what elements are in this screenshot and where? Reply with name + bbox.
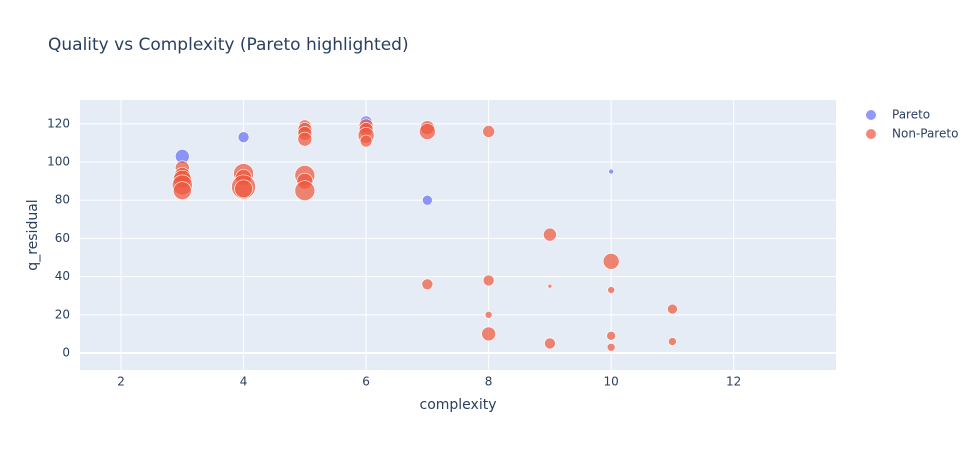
point	[421, 278, 434, 291]
point	[359, 134, 373, 148]
point	[544, 337, 556, 350]
point	[543, 227, 557, 242]
legend-marker	[866, 110, 876, 120]
point	[173, 181, 192, 201]
point	[297, 131, 313, 147]
point	[606, 331, 616, 341]
y-tick-label: 40	[55, 269, 70, 283]
point	[482, 274, 495, 287]
point	[422, 194, 433, 206]
point	[482, 125, 495, 138]
point	[481, 326, 496, 342]
point	[419, 123, 436, 140]
x-axis-title: complexity	[420, 397, 497, 413]
x-tick-label: 6	[362, 375, 370, 389]
y-tick-label: 0	[62, 346, 70, 360]
point	[294, 180, 316, 202]
point	[234, 179, 253, 199]
plot-area	[80, 100, 836, 370]
x-tick-label: 2	[117, 375, 125, 389]
point	[668, 337, 677, 346]
x-tick-label: 8	[485, 375, 493, 389]
point	[547, 283, 553, 289]
y-tick-label: 120	[47, 116, 70, 130]
point	[608, 168, 614, 175]
y-tick-label: 20	[55, 307, 70, 321]
point	[606, 342, 616, 352]
y-tick-label: 60	[55, 231, 70, 245]
chart-title: Quality vs Complexity (Pareto highlighte…	[48, 35, 409, 55]
x-tick-label: 10	[604, 375, 619, 389]
point	[607, 286, 615, 294]
y-axis-title: q_residual	[25, 199, 41, 270]
x-tick-label: 4	[240, 375, 248, 389]
point	[237, 131, 250, 144]
y-tick-label: 80	[55, 193, 70, 207]
y-tick-label: 100	[47, 155, 70, 169]
legend-label: Non-Pareto	[892, 127, 958, 141]
legend-marker	[866, 129, 876, 139]
legend-label: Pareto	[892, 108, 930, 122]
point	[667, 303, 678, 315]
x-tick-label: 12	[726, 375, 741, 389]
point	[602, 253, 620, 270]
point	[484, 311, 493, 319]
